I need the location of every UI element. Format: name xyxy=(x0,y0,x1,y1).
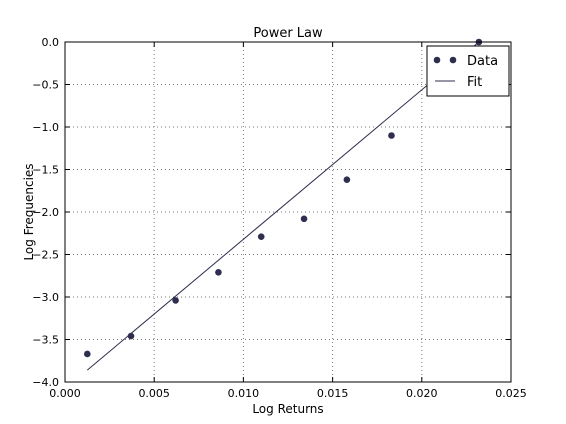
legend-data-dot xyxy=(433,56,441,64)
data-point xyxy=(343,176,351,183)
x-tick-label: 0.025 xyxy=(495,387,527,400)
legend-data-dot xyxy=(449,56,457,64)
y-tick-label: −3.5 xyxy=(32,334,59,347)
y-tick-label: −4.0 xyxy=(32,376,59,389)
x-tick-label: 0.010 xyxy=(228,387,260,400)
legend-fit-label: Fit xyxy=(467,75,482,90)
y-tick-label: −1.5 xyxy=(32,164,59,177)
y-tick-label: −0.5 xyxy=(32,79,59,92)
data-point xyxy=(215,269,222,276)
chart-title: Power Law xyxy=(253,26,323,41)
legend: Data Fit xyxy=(426,45,510,97)
data-point xyxy=(300,215,308,223)
axis-ticks: 0.000 0.005 0.010 0.015 0.020 0.025 0.0 −0.5 −1.… xyxy=(32,36,526,400)
grid xyxy=(65,42,511,382)
x-tick-label: 0.005 xyxy=(138,387,170,400)
data-point xyxy=(127,332,135,340)
y-tick-label: −2.0 xyxy=(32,206,59,219)
data-points-layer xyxy=(84,38,483,358)
y-tick-label: −1.0 xyxy=(32,121,59,134)
y-axis-title: Log Frequencies xyxy=(22,163,36,260)
legend-data-marker xyxy=(433,56,457,64)
data-point xyxy=(84,350,91,358)
y-tick-label: −3.0 xyxy=(32,291,59,304)
legend-box xyxy=(426,45,510,97)
y-tick-label: −2.5 xyxy=(32,249,59,262)
fit-line-layer xyxy=(86,41,480,371)
x-tick-label: 0.000 xyxy=(49,387,81,400)
data-point xyxy=(257,233,265,240)
legend-data-label: Data xyxy=(467,54,498,69)
x-axis-title: Log Returns xyxy=(252,402,323,416)
x-tick-label: 0.020 xyxy=(406,387,438,400)
y-tick-label: 0.0 xyxy=(42,36,60,49)
x-tick-label: 0.015 xyxy=(317,387,349,400)
data-point xyxy=(388,132,395,139)
data-point xyxy=(172,297,179,304)
fit-line xyxy=(86,41,480,371)
